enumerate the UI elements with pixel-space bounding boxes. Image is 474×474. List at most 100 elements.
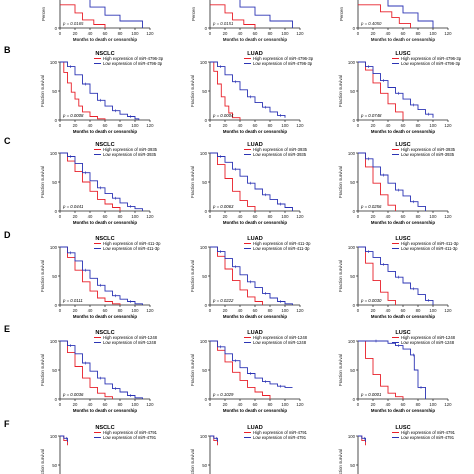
y-tick-label: 0	[205, 209, 208, 214]
y-tick-label: 100	[200, 339, 208, 344]
x-tick-label: 80	[118, 402, 123, 407]
km-curve-high	[358, 61, 404, 120]
x-tick-label: 100	[429, 308, 437, 313]
x-tick-label: 80	[118, 214, 123, 219]
x-tick-label: 60	[253, 402, 258, 407]
y-tick-label: 100	[200, 151, 208, 156]
p-value: p = 0.0222	[212, 298, 234, 303]
y-tick-label: 100	[50, 60, 58, 65]
x-axis-label: Months to death or censorship	[223, 314, 287, 319]
y-axis-label: Fraction survival	[190, 166, 195, 198]
x-tick-label: 20	[223, 31, 228, 36]
y-tick-label: 100	[348, 151, 356, 156]
km-curve-high	[210, 61, 241, 120]
p-value: p = 0.0063	[212, 204, 234, 209]
x-axis-label: Months to death or censorship	[371, 314, 435, 319]
x-tick-label: 40	[88, 123, 93, 128]
legend-label-high: High expression of miR-3935	[103, 147, 158, 152]
p-value: p = 0.0004	[212, 113, 234, 118]
y-tick-label: 100	[50, 151, 58, 156]
y-axis-label: Fraction survival	[190, 354, 195, 386]
km-curve-low	[60, 340, 143, 399]
km-curve-low	[358, 435, 366, 442]
plot-title: LUAD	[247, 425, 263, 431]
y-tick-label: 0	[353, 303, 356, 308]
y-tick-label: 50	[350, 180, 355, 185]
x-tick-label: 120	[146, 402, 154, 407]
x-tick-label: 20	[223, 123, 228, 128]
km-curve-low	[358, 61, 434, 118]
p-value: p = 0.0001	[360, 392, 382, 397]
x-tick-label: 120	[444, 123, 452, 128]
y-axis-label: Fraction survival	[338, 260, 343, 292]
x-tick-label: 80	[268, 123, 273, 128]
x-tick-label: 80	[268, 402, 273, 407]
x-tick-label: 80	[268, 308, 273, 313]
y-axis-label: Fraction survival	[338, 354, 343, 386]
plot-title: LUSC	[395, 51, 410, 57]
panel-letter: F	[4, 419, 10, 429]
x-tick-label: 20	[73, 123, 78, 128]
x-tick-label: 0	[59, 308, 62, 313]
y-tick-label: 0	[55, 118, 58, 123]
x-tick-label: 20	[73, 214, 78, 219]
x-tick-label: 60	[253, 308, 258, 313]
x-tick-label: 100	[131, 308, 139, 313]
y-tick-label: 100	[50, 434, 58, 439]
x-axis-label: Months to death or censorship	[223, 220, 287, 225]
x-tick-label: 40	[386, 214, 391, 219]
x-tick-label: 60	[103, 31, 108, 36]
x-tick-label: 20	[73, 31, 78, 36]
y-tick-label: 0	[55, 26, 58, 31]
y-axis-label: Percen	[191, 6, 196, 20]
km-curve-low	[210, 340, 293, 388]
x-tick-label: 0	[209, 31, 212, 36]
x-tick-label: 100	[429, 214, 437, 219]
legend-label-high: High expression of miR-411-3p	[253, 241, 311, 246]
legend-label-high: High expression of miR-3935	[253, 147, 308, 152]
km-curve-low	[60, 61, 140, 120]
y-tick-label: 50	[202, 463, 207, 468]
y-tick-label: 0	[205, 118, 208, 123]
x-tick-label: 80	[416, 214, 421, 219]
y-tick-label: 0	[353, 26, 356, 31]
panel-letter: E	[4, 324, 10, 334]
km-curve-high	[60, 61, 106, 120]
km-curve-high	[210, 152, 256, 211]
km-curve-high	[60, 152, 121, 211]
x-tick-label: 20	[223, 402, 228, 407]
x-tick-label: 80	[416, 31, 421, 36]
y-tick-label: 50	[202, 89, 207, 94]
y-tick-label: 50	[350, 274, 355, 279]
p-value: p = 0.0030	[360, 298, 382, 303]
x-tick-label: 0	[357, 123, 360, 128]
p-value: p = 0.0165	[62, 21, 84, 26]
x-axis-label: Months to death or censorship	[73, 129, 137, 134]
panel-letter: B	[4, 45, 11, 55]
plot-title: LUAD	[247, 142, 263, 148]
plot-title: NSCLC	[95, 425, 114, 431]
legend-label-high: High expression of miR-3935	[401, 147, 456, 152]
x-tick-label: 20	[371, 214, 376, 219]
plot-title: LUSC	[395, 425, 410, 431]
x-tick-label: 120	[444, 402, 452, 407]
y-tick-label: 0	[205, 397, 208, 402]
legend-label-low: Low expression of miR-411-3p	[103, 246, 160, 251]
x-axis-label: Months to death or censorship	[371, 408, 435, 413]
legend-label-high: High expression of miR-1248	[253, 335, 308, 340]
km-curve-low	[210, 152, 293, 211]
x-tick-label: 20	[371, 123, 376, 128]
legend-label-high: High expression of miR-1248	[401, 335, 456, 340]
plot-title: NSCLC	[95, 236, 114, 242]
p-value: p = 0.0036	[62, 392, 84, 397]
